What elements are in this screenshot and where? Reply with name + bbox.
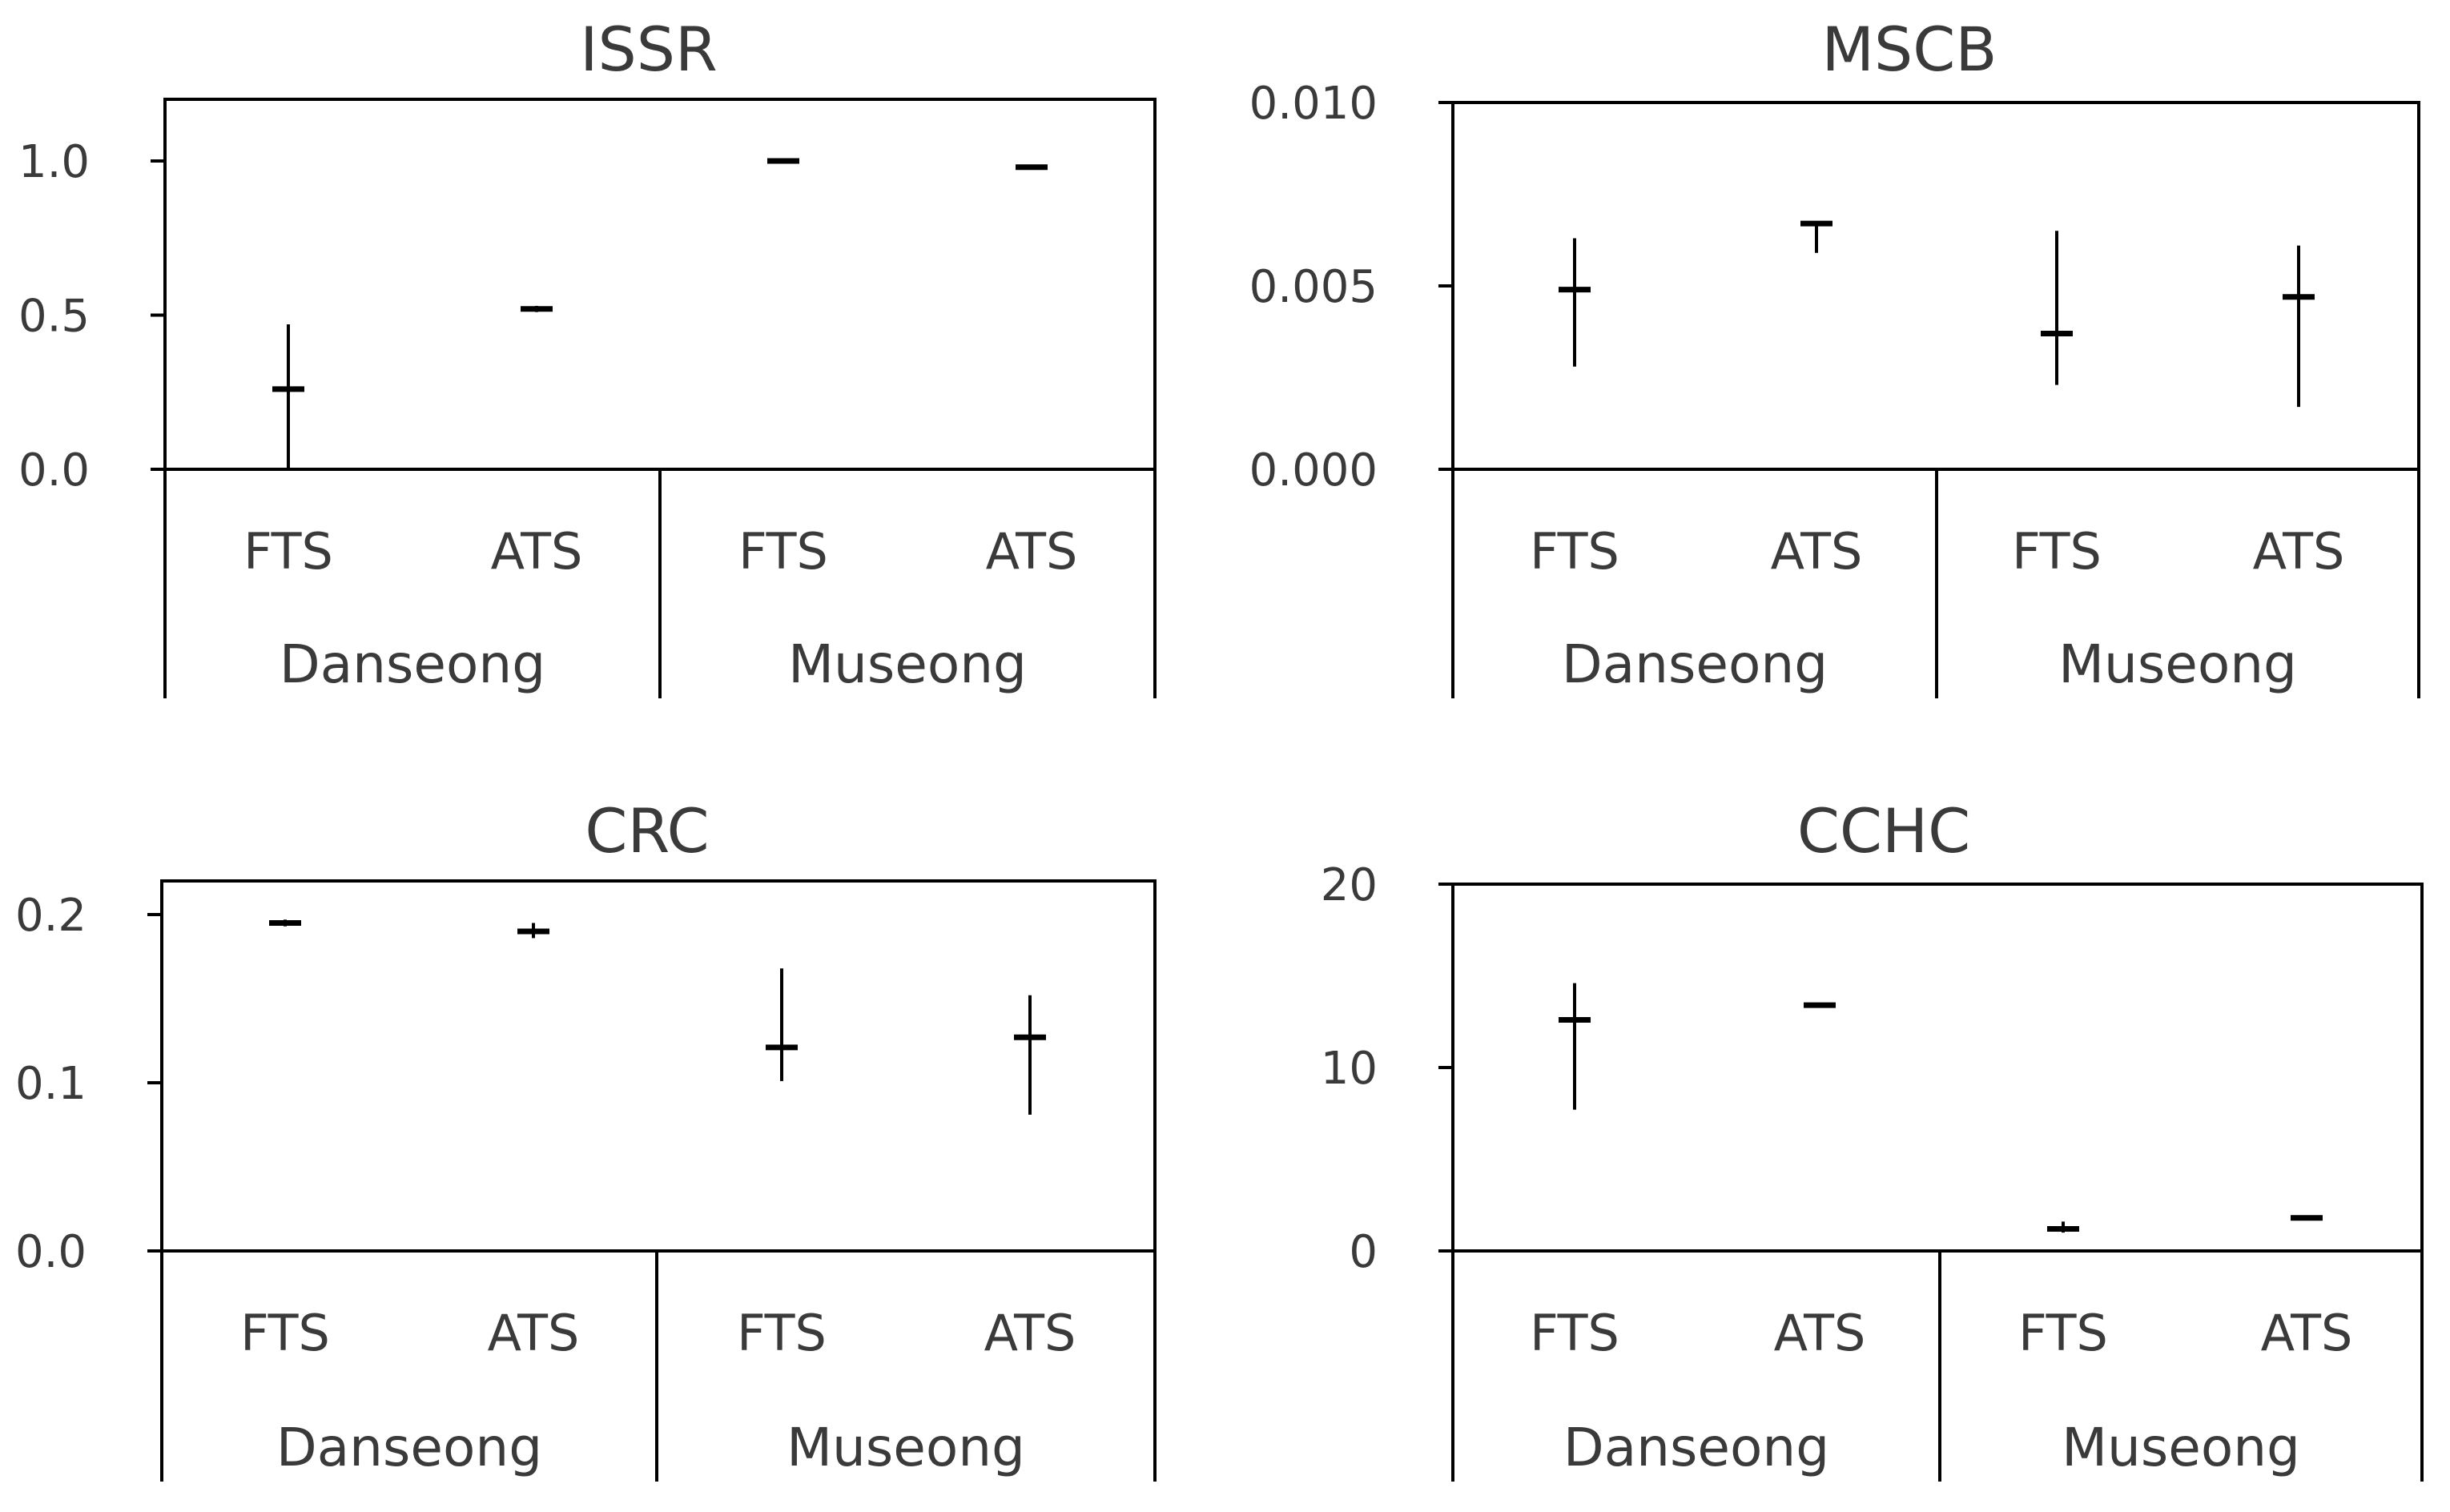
panel-2-category-label: FTS bbox=[2012, 522, 2102, 581]
panel-2-ytick-label: 0.000 bbox=[1249, 444, 1378, 497]
panel-2-group-label: Museong bbox=[2058, 633, 2297, 695]
panel-2-plot-frame bbox=[1451, 101, 2420, 471]
panel-3-group-label: Danseong bbox=[276, 1417, 542, 1478]
panel-1-ytick-label: 0.0 bbox=[18, 444, 90, 497]
panel-1-group-label: Danseong bbox=[280, 633, 545, 695]
panel-2-title: MSCB bbox=[1821, 14, 1997, 85]
panel-4-group-label: Museong bbox=[2062, 1417, 2300, 1478]
panel-3-ytick-label: 0.0 bbox=[15, 1226, 86, 1278]
panel-3-category-label: FTS bbox=[737, 1304, 827, 1362]
panel-2-category-label: ATS bbox=[1771, 522, 1863, 581]
panel-4-category-label: FTS bbox=[2018, 1304, 2108, 1362]
panel-1-category-label: ATS bbox=[491, 522, 583, 581]
panel-3-plot-frame bbox=[160, 879, 1157, 1253]
panel-3-group-label: Museong bbox=[786, 1417, 1025, 1478]
panel-4-category-label: ATS bbox=[2261, 1304, 2353, 1362]
panel-3-title: CRC bbox=[585, 795, 709, 867]
panel-3-ytick-label: 0.2 bbox=[15, 890, 86, 942]
panel-3-ytick-label: 0.1 bbox=[15, 1058, 86, 1110]
panel-2-ytick-label: 0.005 bbox=[1249, 261, 1378, 313]
panel-4-plot-frame bbox=[1451, 883, 2424, 1253]
panel-2-ytick-label: 0.010 bbox=[1249, 78, 1378, 130]
panel-4-ytick-label: 20 bbox=[1321, 859, 1378, 911]
panel-4-ytick-label: 0 bbox=[1349, 1226, 1378, 1278]
panel-1-category-label: FTS bbox=[738, 522, 828, 581]
panel-1-category-label: FTS bbox=[243, 522, 333, 581]
panel-1-group-label: Museong bbox=[788, 633, 1027, 695]
panel-1-ytick-label: 1.0 bbox=[18, 136, 90, 188]
panel-4-category-label: FTS bbox=[1530, 1304, 1619, 1362]
panel-1-category-label: ATS bbox=[986, 522, 1078, 581]
panel-1-plot-frame bbox=[163, 98, 1157, 471]
panel-2-category-label: FTS bbox=[1530, 522, 1619, 581]
panel-1-ytick-label: 0.5 bbox=[18, 291, 90, 343]
panel-2-group-label: Danseong bbox=[1562, 633, 1828, 695]
panel-3-category-label: ATS bbox=[488, 1304, 580, 1362]
panel-4-group-label: Danseong bbox=[1563, 1417, 1829, 1478]
panel-3-category-label: FTS bbox=[240, 1304, 330, 1362]
panel-3-category-label: ATS bbox=[984, 1304, 1076, 1362]
panel-4-title: CCHC bbox=[1797, 795, 1970, 867]
panel-2-category-label: ATS bbox=[2253, 522, 2345, 581]
panel-4-ytick-label: 10 bbox=[1321, 1043, 1378, 1095]
panel-1-title: ISSR bbox=[580, 14, 718, 85]
panel-4-category-label: ATS bbox=[1774, 1304, 1866, 1362]
